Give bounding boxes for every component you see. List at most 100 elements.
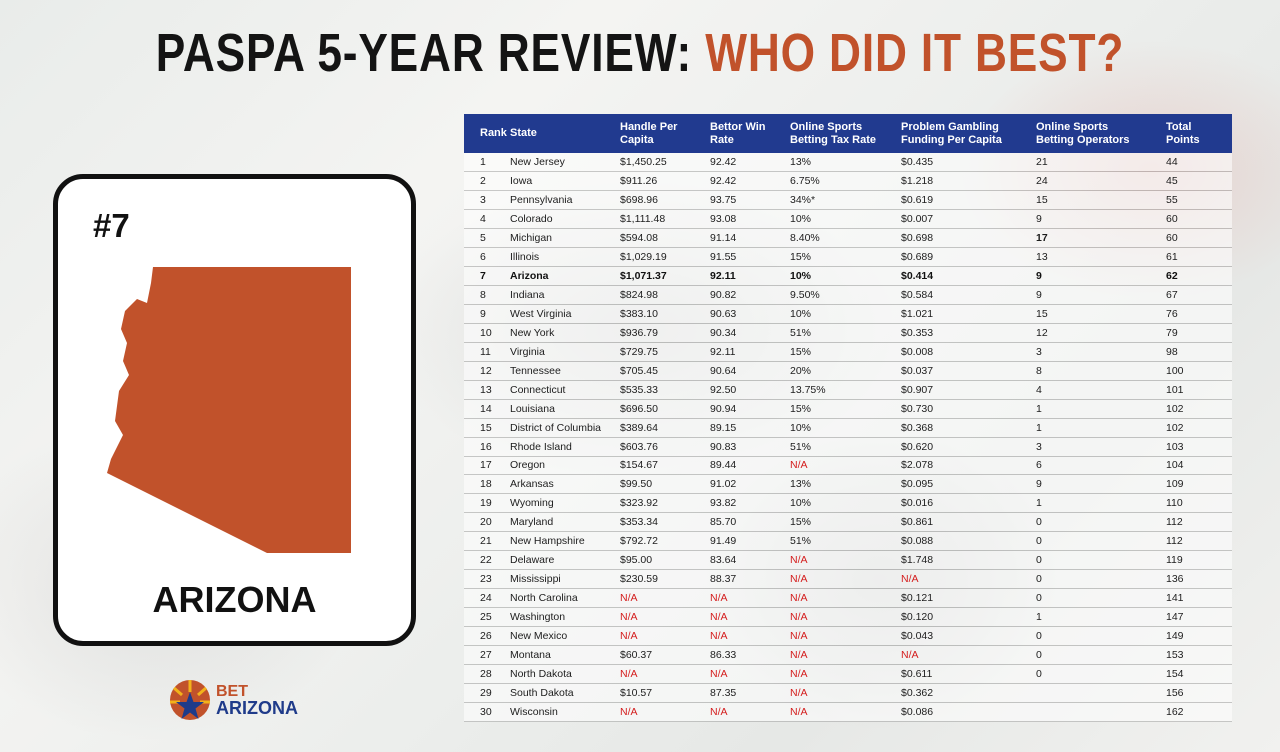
cell-rank: 5 [464, 228, 506, 249]
cell-problem-gambling: $0.584 [897, 285, 1032, 305]
cell-state: Wyoming [506, 493, 616, 514]
cell-tax-rate: 51% [786, 323, 897, 343]
cell-state: Arizona [506, 266, 616, 287]
cell-tax-rate: 10% [786, 493, 897, 514]
cell-problem-gambling: $0.689 [897, 247, 1032, 268]
table-row: 21 New Hampshire $792.72 91.49 51% $0.088 0 112 [464, 531, 1232, 552]
table-row: 23 Mississippi $230.59 88.37 N/A N/A 0 136 [464, 569, 1232, 590]
cell-rank: 12 [464, 361, 506, 381]
table-row: 19 Wyoming $323.92 93.82 10% $0.016 1 110 [464, 493, 1232, 514]
cell-state: Oregon [506, 456, 616, 476]
cell-problem-gambling: $0.086 [897, 702, 1032, 722]
cell-state: Michigan [506, 228, 616, 249]
cell-total-points: 112 [1162, 512, 1232, 533]
table-row: 25 Washington N/A N/A N/A $0.120 1 147 [464, 607, 1232, 627]
cell-tax-rate: 34%* [786, 190, 897, 211]
cell-problem-gambling: N/A [897, 569, 1032, 590]
cell-handle: $535.33 [616, 380, 706, 400]
cell-total-points: 162 [1162, 702, 1232, 722]
cell-problem-gambling: $0.362 [897, 683, 1032, 703]
table-row: 27 Montana $60.37 86.33 N/A N/A 0 153 [464, 645, 1232, 665]
cell-tax-rate: 10% [786, 304, 897, 324]
cell-operators: 4 [1032, 380, 1162, 400]
cell-state: Indiana [506, 285, 616, 305]
cell-win-rate: 83.64 [706, 550, 786, 571]
cell-total-points: 112 [1162, 531, 1232, 552]
cell-rank: 23 [464, 569, 506, 590]
cell-rank: 8 [464, 285, 506, 305]
cell-rank: 1 [464, 153, 506, 173]
cell-tax-rate: 20% [786, 361, 897, 381]
cell-operators: 17 [1032, 228, 1162, 249]
cell-tax-rate: 10% [786, 418, 897, 438]
cell-total-points: 100 [1162, 361, 1232, 381]
cell-rank: 19 [464, 493, 506, 514]
cell-rank: 26 [464, 626, 506, 646]
cell-problem-gambling: $0.037 [897, 361, 1032, 381]
cell-handle: $1,029.19 [616, 247, 706, 268]
cell-problem-gambling: $1.748 [897, 550, 1032, 571]
cell-handle: $705.45 [616, 361, 706, 381]
cell-handle: N/A [616, 702, 706, 722]
cell-state: Mississippi [506, 569, 616, 590]
cell-rank: 10 [464, 323, 506, 343]
table-row: 12 Tennessee $705.45 90.64 20% $0.037 8 100 [464, 361, 1232, 381]
cell-state: Tennessee [506, 361, 616, 381]
cell-handle: N/A [616, 664, 706, 684]
cell-win-rate: 91.55 [706, 247, 786, 268]
cell-win-rate: N/A [706, 664, 786, 684]
cell-win-rate: 90.82 [706, 285, 786, 305]
cell-win-rate: N/A [706, 607, 786, 627]
cell-state: Montana [506, 645, 616, 665]
cell-rank: 20 [464, 512, 506, 533]
cell-total-points: 110 [1162, 493, 1232, 514]
bet-arizona-logo: BET ARIZONA [168, 678, 298, 722]
cell-total-points: 136 [1162, 569, 1232, 590]
cell-state: New Hampshire [506, 531, 616, 552]
cell-problem-gambling: $0.095 [897, 474, 1032, 495]
cell-tax-rate: 13.75% [786, 380, 897, 400]
cell-problem-gambling: $0.861 [897, 512, 1032, 533]
cell-rank: 25 [464, 607, 506, 627]
cell-operators: 0 [1032, 531, 1162, 552]
table-row: 2 Iowa $911.26 92.42 6.75% $1.218 24 45 [464, 171, 1232, 192]
cell-tax-rate: N/A [786, 645, 897, 665]
cell-tax-rate: 51% [786, 531, 897, 552]
col-header-problem-gambling: Problem Gambling Funding Per Capita [901, 120, 1002, 146]
cell-operators: 1 [1032, 493, 1162, 514]
cell-operators: 1 [1032, 607, 1162, 627]
cell-total-points: 61 [1162, 247, 1232, 268]
cell-rank: 18 [464, 474, 506, 495]
cell-tax-rate: 6.75% [786, 171, 897, 192]
cell-operators: 0 [1032, 588, 1162, 608]
cell-operators: 0 [1032, 512, 1162, 533]
cell-operators: 15 [1032, 190, 1162, 211]
table-row: 1 New Jersey $1,450.25 92.42 13% $0.435 21 44 [464, 153, 1232, 173]
cell-handle: $911.26 [616, 171, 706, 192]
cell-rank: 15 [464, 418, 506, 438]
cell-handle: $698.96 [616, 190, 706, 211]
cell-rank: 6 [464, 247, 506, 268]
cell-problem-gambling: $0.611 [897, 664, 1032, 684]
cell-handle: $99.50 [616, 474, 706, 495]
cell-total-points: 102 [1162, 418, 1232, 438]
cell-total-points: 104 [1162, 456, 1232, 476]
cell-rank: 7 [464, 266, 506, 287]
col-header-operators: Online Sports Betting Operators [1036, 120, 1130, 146]
cell-total-points: 45 [1162, 171, 1232, 192]
rankings-table: Rank State Handle Per Capita Bettor Win Ra… [464, 114, 1232, 722]
cell-operators: 13 [1032, 247, 1162, 268]
cell-tax-rate: N/A [786, 588, 897, 608]
cell-handle: $10.57 [616, 683, 706, 703]
cell-problem-gambling: $0.368 [897, 418, 1032, 438]
table-row: 29 South Dakota $10.57 87.35 N/A $0.362 156 [464, 683, 1232, 703]
table-row: 4 Colorado $1,111.48 93.08 10% $0.007 9 60 [464, 209, 1232, 230]
cell-state: New York [506, 323, 616, 343]
cell-win-rate: 90.94 [706, 399, 786, 419]
cell-win-rate: 92.11 [706, 342, 786, 362]
cell-win-rate: 92.42 [706, 153, 786, 173]
table-row: 17 Oregon $154.67 89.44 N/A $2.078 6 104 [464, 456, 1232, 476]
table-row: 22 Delaware $95.00 83.64 N/A $1.748 0 119 [464, 550, 1232, 571]
logo-text-arizona: ARIZONA [216, 698, 298, 718]
cell-tax-rate: N/A [786, 569, 897, 590]
